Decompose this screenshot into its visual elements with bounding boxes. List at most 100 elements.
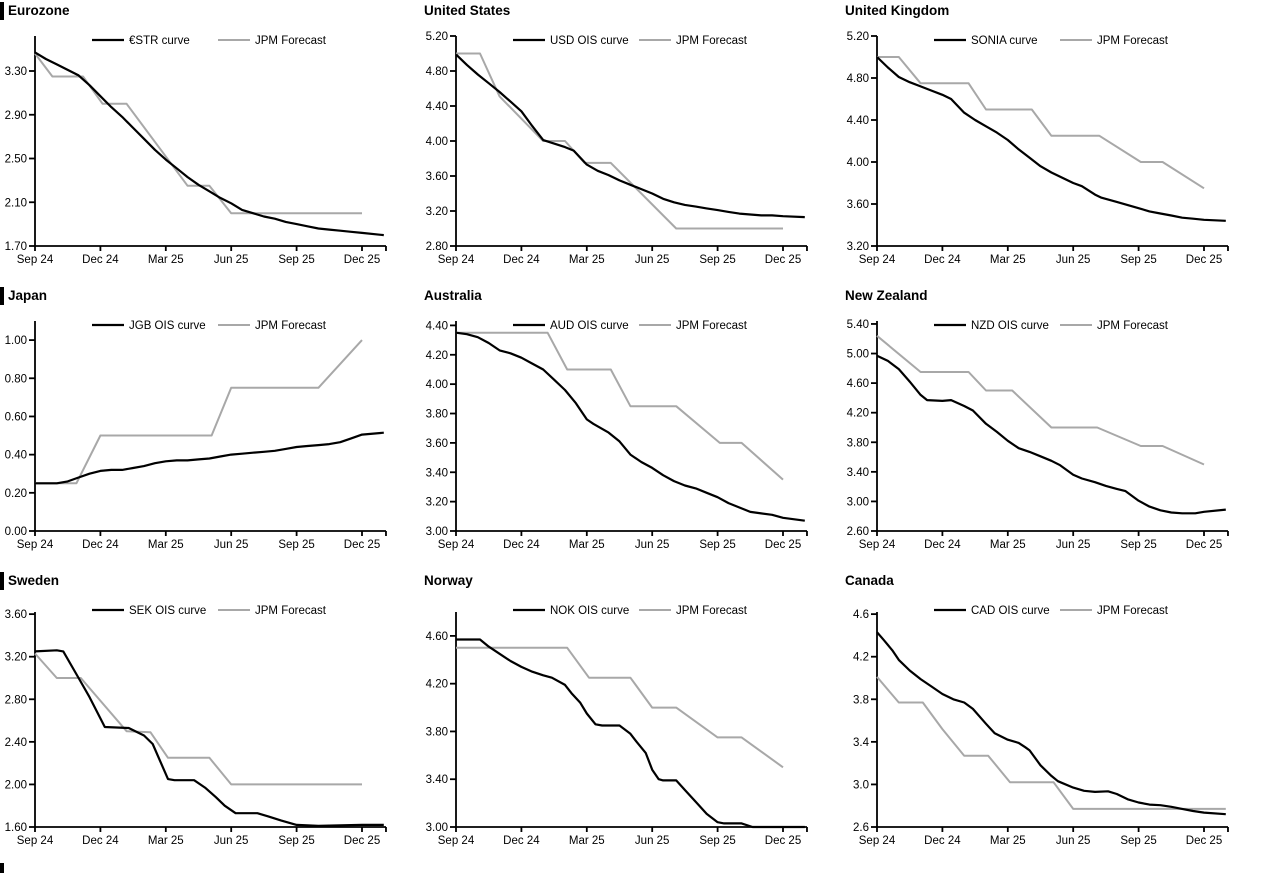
legend-label: CAD OIS curve: [971, 605, 1050, 617]
legend-label: SONIA curve: [971, 35, 1037, 47]
x-tick-label: Sep 24: [438, 539, 475, 551]
legend-label: USD OIS curve: [550, 35, 629, 47]
y-tick-label: 3.30: [5, 66, 27, 78]
x-tick-label: Dec 24: [82, 254, 119, 266]
x-tick-label: Jun 25: [214, 539, 249, 551]
y-tick-label: 4.40: [847, 115, 869, 127]
x-tick-label: Sep 24: [17, 835, 54, 847]
y-tick-label: 0.20: [5, 488, 27, 500]
y-tick-label: 5.00: [847, 349, 869, 361]
ois-curve-line: [35, 431, 384, 485]
x-tick-label: Dec 25: [1186, 254, 1222, 266]
section-marker: [0, 2, 4, 20]
chart-header: Eurozone: [0, 0, 421, 24]
y-tick-label: 2.90: [5, 110, 27, 122]
y-tick-label: 3.20: [847, 241, 869, 253]
x-tick-label: Sep 24: [859, 539, 896, 551]
legend-label: JPM Forecast: [676, 320, 748, 332]
y-tick-label: 4.00: [426, 136, 448, 148]
y-tick-label: 2.40: [5, 737, 27, 749]
y-tick-label: 3.40: [426, 467, 448, 479]
x-tick-label: Sep 25: [699, 835, 735, 847]
x-tick-label: Dec 25: [344, 539, 380, 551]
legend-label: JPM Forecast: [1097, 605, 1169, 617]
x-tick-label: Mar 25: [569, 254, 605, 266]
x-tick-label: Jun 25: [635, 254, 670, 266]
y-tick-label: 4.40: [426, 320, 448, 332]
chart-title: Canada: [845, 573, 894, 588]
y-tick-label: 3.20: [5, 652, 27, 664]
y-tick-label: 3.80: [426, 726, 448, 738]
ois-curve-line: [876, 354, 1226, 515]
x-tick-label: Sep 24: [438, 835, 475, 847]
x-tick-label: Dec 25: [1186, 835, 1222, 847]
x-tick-label: Dec 24: [924, 835, 961, 847]
y-tick-label: 0.60: [5, 411, 27, 423]
x-tick-label: Mar 25: [569, 835, 605, 847]
y-tick-label: 2.80: [5, 694, 27, 706]
x-tick-label: Mar 25: [148, 254, 184, 266]
chart-panel-united-kingdom: United Kingdom 5.20 4.80 4.40 4.00 3.60 3.20 Se…: [842, 0, 1264, 285]
chart-panel-eurozone: Eurozone 3.30 2.90 2.50 2.10 1.70 Sep 24 Dec 24…: [0, 0, 421, 285]
x-tick-label: Dec 24: [82, 835, 119, 847]
chart-header: Sweden: [0, 570, 421, 594]
y-tick-label: 3.60: [847, 199, 869, 211]
x-tick-label: Jun 25: [635, 539, 670, 551]
chart-title: Norway: [424, 573, 473, 588]
ois-curve-line: [456, 638, 805, 829]
y-tick-label: 3.00: [426, 822, 448, 834]
legend-label: JPM Forecast: [255, 320, 327, 332]
forecast-line: [456, 52, 783, 230]
y-tick-label: 3.20: [426, 497, 448, 509]
y-tick-label: 3.0: [853, 779, 869, 791]
x-tick-label: Sep 24: [438, 254, 475, 266]
forecast-line: [35, 339, 363, 485]
forecast-line: [876, 676, 1226, 810]
x-tick-label: Mar 25: [569, 539, 605, 551]
x-tick-label: Sep 25: [1120, 254, 1156, 266]
y-tick-label: 0.80: [5, 373, 27, 385]
y-tick-label: 2.50: [5, 154, 27, 166]
x-tick-label: Dec 25: [344, 835, 380, 847]
x-tick-label: Sep 24: [859, 254, 896, 266]
x-tick-label: Dec 25: [765, 539, 801, 551]
x-tick-label: Sep 25: [699, 539, 735, 551]
chart-panel-norway: Norway 4.60 4.20 3.80 3.40 3.00 Sep 24 Dec 24 Ma…: [421, 570, 842, 873]
legend-label: AUD OIS curve: [550, 320, 629, 332]
y-tick-label: 4.00: [847, 157, 869, 169]
chart-title: United Kingdom: [845, 3, 950, 18]
section-marker: [0, 572, 4, 590]
y-tick-label: 4.20: [426, 350, 448, 362]
y-tick-label: 3.40: [426, 774, 448, 786]
chart-title: New Zealand: [845, 288, 928, 303]
chart-header: Norway: [421, 570, 842, 594]
x-tick-label: Dec 24: [503, 539, 540, 551]
legend-label: €STR curve: [129, 35, 190, 47]
y-tick-label: 1.60: [5, 822, 27, 834]
chart-panel-canada: Canada 4.6 4.2 3.8 3.4 3.0 2.6 Sep 24 Dec 24 Mar …: [842, 570, 1264, 873]
ois-curve-line: [876, 56, 1226, 222]
chart-header: New Zealand: [842, 285, 1264, 309]
y-tick-label: 0.00: [5, 526, 27, 538]
x-tick-label: Sep 24: [17, 254, 54, 266]
chart-title: Japan: [8, 288, 48, 303]
ois-curve-line: [34, 649, 384, 827]
x-tick-label: Mar 25: [148, 539, 184, 551]
legend-label: JPM Forecast: [255, 605, 327, 617]
forecast-line: [456, 331, 784, 481]
x-tick-label: Dec 24: [503, 835, 540, 847]
y-tick-label: 3.60: [5, 609, 27, 621]
y-tick-label: 3.00: [426, 526, 448, 538]
y-tick-label: 5.40: [847, 319, 869, 331]
x-tick-label: Sep 25: [278, 539, 314, 551]
x-tick-label: Dec 24: [924, 539, 961, 551]
x-tick-label: Dec 24: [924, 254, 961, 266]
x-tick-label: Sep 25: [1120, 539, 1156, 551]
y-tick-label: 3.60: [426, 438, 448, 450]
x-tick-label: Sep 25: [1120, 835, 1156, 847]
x-tick-label: Jun 25: [1056, 539, 1091, 551]
legend-label: NOK OIS curve: [550, 605, 629, 617]
